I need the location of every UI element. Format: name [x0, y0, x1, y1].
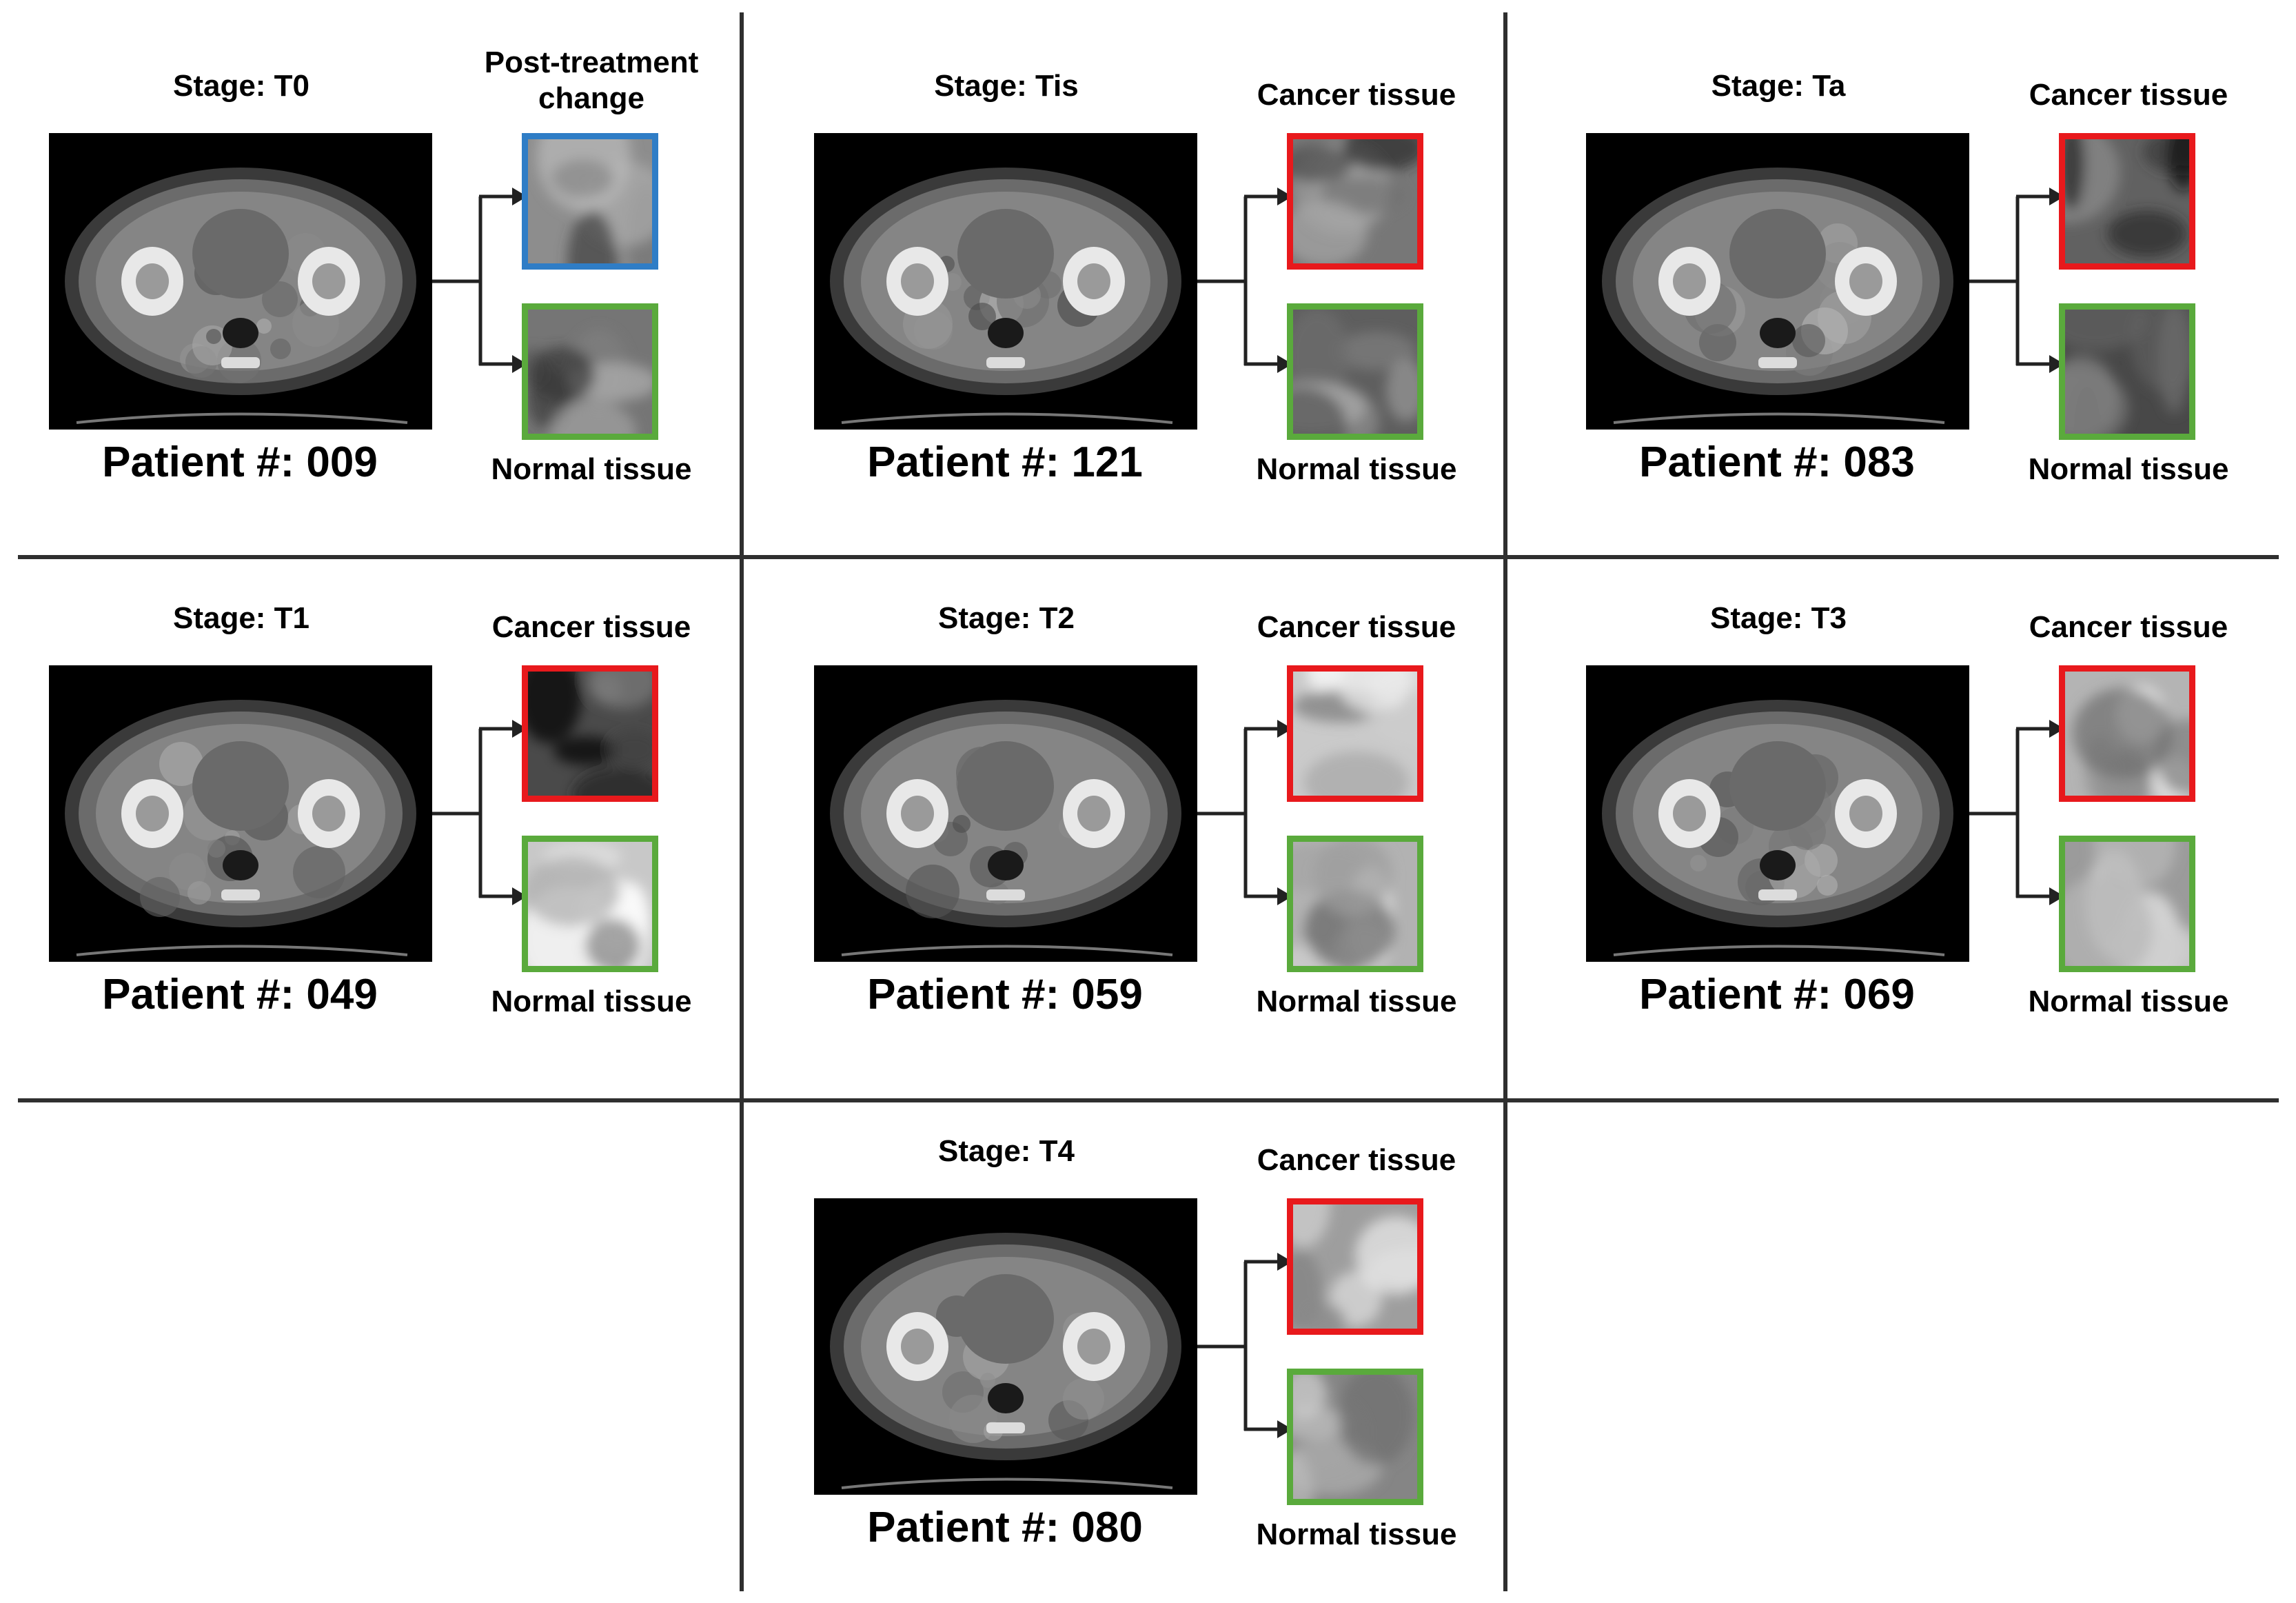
stage-title: Stage: T1: [172, 601, 310, 635]
horizontal-divider-bottom: [18, 1098, 2279, 1102]
stage-panel-4: Stage: T2 Patient #: 059 Cancer tissue: [765, 532, 1523, 1070]
top-crop-image: [1287, 133, 1423, 270]
top-crop-label: Cancer tissue: [2029, 610, 2228, 644]
horizontal-divider-top: [18, 555, 2279, 559]
bottom-crop-image: [1287, 836, 1423, 972]
stage-title: Stage: T4: [937, 1134, 1075, 1168]
bottom-crop-image: [1287, 1369, 1423, 1505]
top-crop-label: Cancer tissue: [1257, 610, 1456, 644]
bottom-crop-label: Normal tissue: [491, 452, 692, 486]
stage-title: Stage: T3: [1709, 601, 1847, 635]
bottom-crop-label: Normal tissue: [1256, 985, 1457, 1018]
bottom-crop-label: Normal tissue: [491, 985, 692, 1018]
stage-panel-5: Stage: T3 Patient #: 069 Cancer tissue: [1537, 532, 2295, 1070]
top-crop-image: [2059, 133, 2195, 270]
stage-panel-1: Stage: Tis Patient #: 121 Cancer tissue: [765, 0, 1523, 538]
bottom-crop-label: Normal tissue: [2028, 452, 2229, 486]
top-crop-image: [522, 133, 658, 270]
bottom-crop-image: [1287, 303, 1423, 440]
stage-title: Stage: Ta: [1711, 69, 1846, 103]
top-crop-image: [522, 665, 658, 802]
stage-panel-0: Stage: T0 Patient #: 009 Post-treatment …: [0, 0, 758, 538]
ct-scan-image: [1586, 665, 1969, 962]
bottom-crop-image: [522, 836, 658, 972]
stage-panel-6: Stage: T4 Patient #: 080 Cancer tissue: [765, 1065, 1523, 1603]
stage-panel-3: Stage: T1 Patient #: 049 Cancer tissue: [0, 532, 758, 1070]
bottom-crop-label: Normal tissue: [1256, 1518, 1457, 1551]
top-crop-image: [1287, 665, 1423, 802]
bottom-crop-label: Normal tissue: [2028, 985, 2229, 1018]
patient-id: Patient #: 080: [867, 1504, 1143, 1551]
top-crop-label: Cancer tissue: [1257, 1143, 1456, 1177]
stage-title: Stage: Tis: [934, 69, 1079, 103]
top-crop-label: Post-treatment change: [484, 46, 699, 115]
stage-title: Stage: T2: [937, 601, 1075, 635]
top-crop-label: Cancer tissue: [2029, 78, 2228, 112]
ct-scan-image: [1586, 133, 1969, 430]
arrow-connector: [1969, 188, 2064, 373]
patient-id: Patient #: 009: [102, 438, 378, 486]
arrow-connector: [1197, 188, 1292, 373]
arrow-connector: [1969, 720, 2064, 905]
ct-scan-image: [49, 133, 432, 430]
patient-id: Patient #: 121: [867, 438, 1143, 486]
stage-panel-2: Stage: Ta Patient #: 083 Cancer tissue: [1537, 0, 2295, 538]
ct-scan-image: [814, 665, 1197, 962]
stage-title: Stage: T0: [172, 69, 310, 103]
top-crop-image: [1287, 1198, 1423, 1335]
bottom-crop-image: [2059, 303, 2195, 440]
arrow-connector: [1197, 720, 1292, 905]
ct-scan-image: [49, 665, 432, 962]
top-crop-image: [2059, 665, 2195, 802]
patient-id: Patient #: 059: [867, 971, 1143, 1018]
patient-id: Patient #: 069: [1639, 971, 1915, 1018]
bottom-crop-image: [2059, 836, 2195, 972]
arrow-connector: [1197, 1253, 1292, 1438]
arrow-connector: [432, 188, 527, 373]
top-crop-label: Cancer tissue: [1257, 78, 1456, 112]
patient-id: Patient #: 049: [102, 971, 378, 1018]
ct-scan-image: [814, 133, 1197, 430]
vertical-divider-left: [740, 12, 744, 1591]
patient-id: Patient #: 083: [1639, 438, 1915, 486]
arrow-connector: [432, 720, 527, 905]
vertical-divider-right: [1503, 12, 1507, 1591]
bottom-crop-label: Normal tissue: [1256, 452, 1457, 486]
top-crop-label: Cancer tissue: [491, 610, 691, 644]
bottom-crop-image: [522, 303, 658, 440]
ct-scan-image: [814, 1198, 1197, 1495]
